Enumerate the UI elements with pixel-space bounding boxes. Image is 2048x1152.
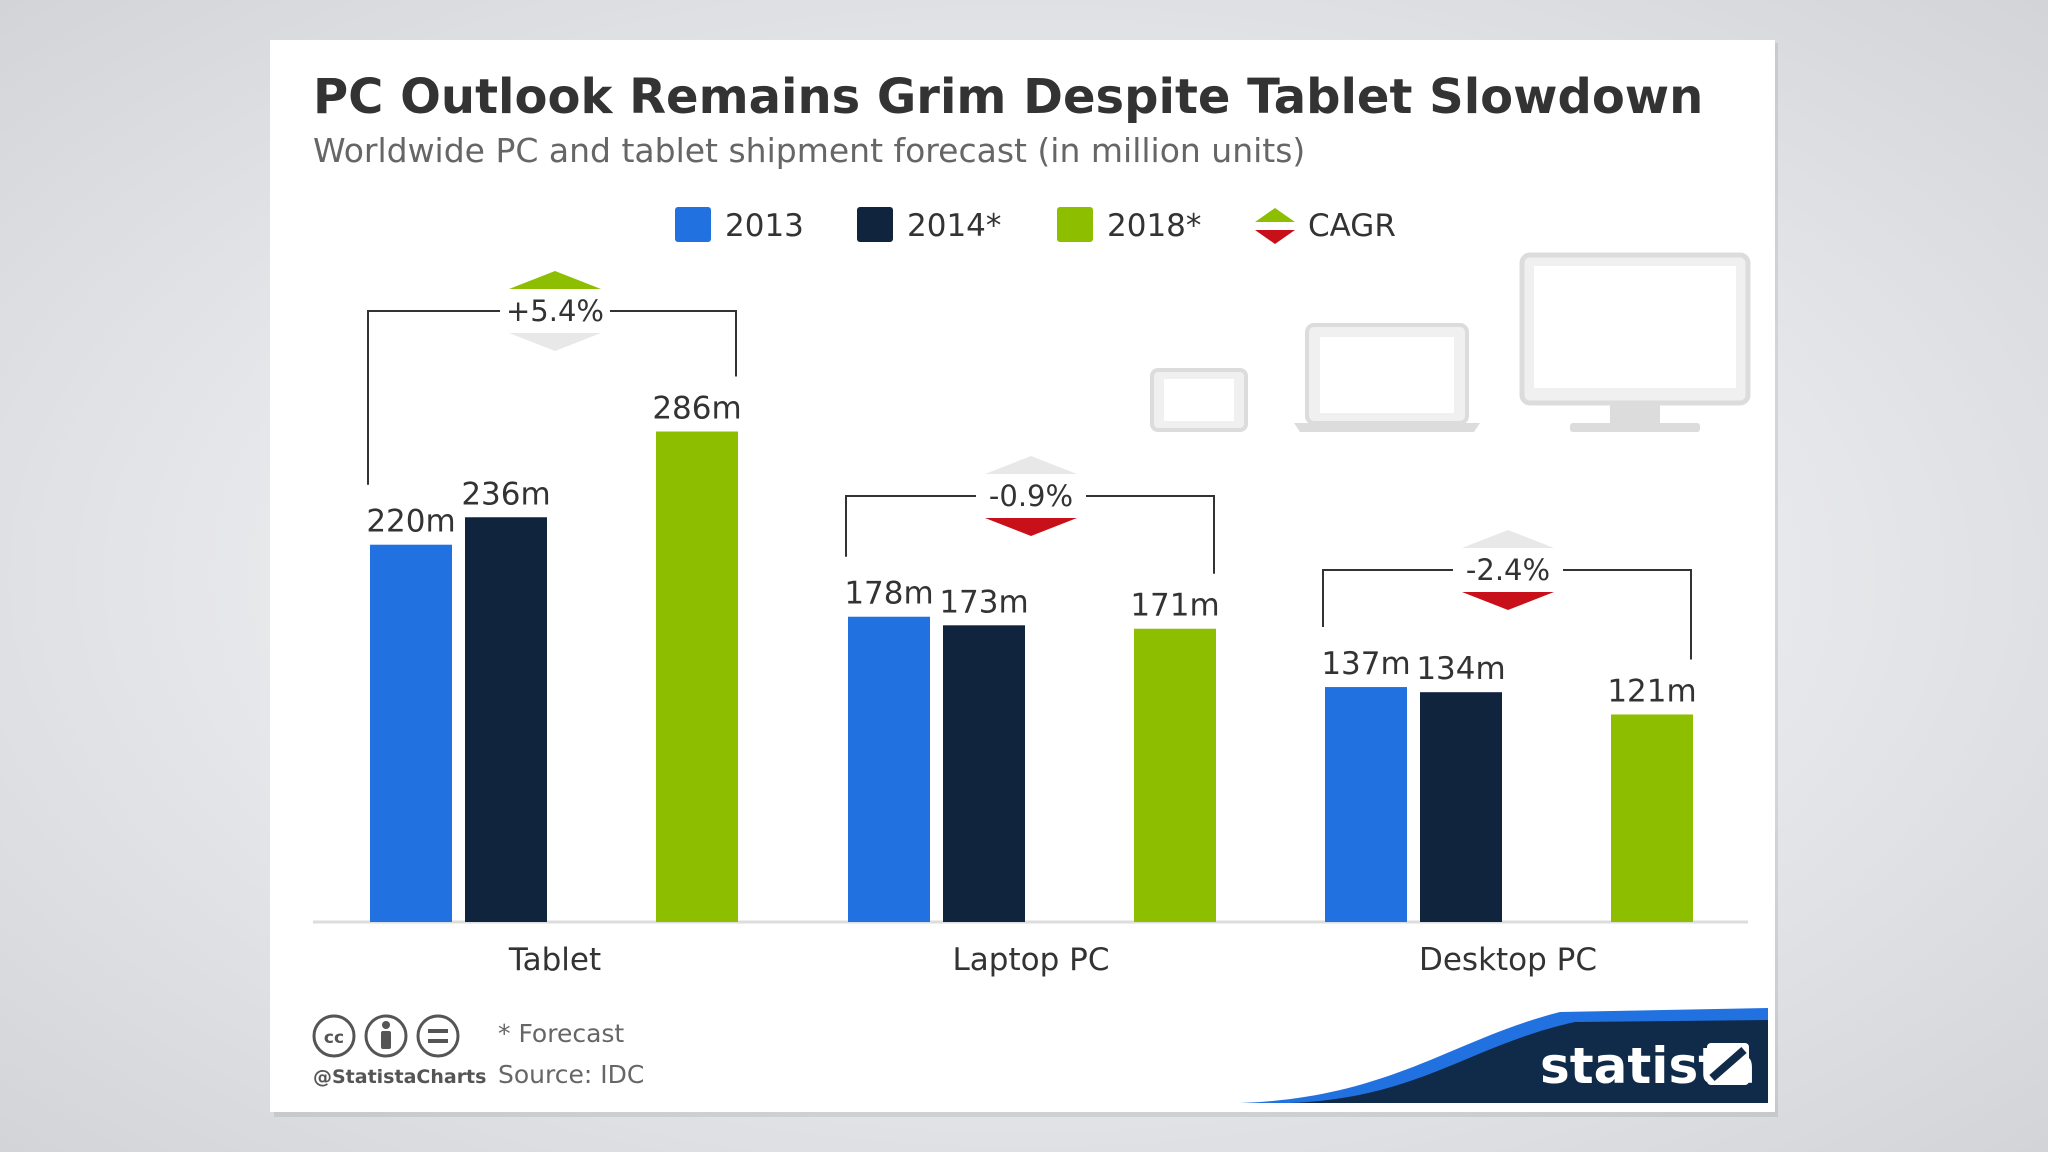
value-label: 137m <box>1321 646 1410 682</box>
cagr-tablet-label: +5.4% <box>506 294 604 328</box>
category-label: Desktop PC <box>1419 942 1597 978</box>
legend-label-2014: 2014* <box>907 208 1001 244</box>
legend-swatch-2018 <box>1057 207 1093 242</box>
no-derivatives-icon <box>416 1014 460 1058</box>
value-label: 173m <box>939 584 1028 620</box>
cc-icon: cc <box>312 1014 356 1058</box>
bar-laptop-pc-2013 <box>848 616 930 922</box>
cagr-desktop-pc-up-arrow <box>1462 530 1554 548</box>
value-label: 178m <box>844 576 933 612</box>
cagr-desktop-pc-label: -2.4% <box>1466 553 1550 587</box>
cagr-laptop-pc-down-arrow <box>985 518 1077 536</box>
cagr-laptop-pc-bracket <box>845 495 1215 574</box>
legend-cagr-icon <box>1255 208 1295 244</box>
laptop-icon <box>1294 323 1480 432</box>
desktop-monitor-icon <box>1519 252 1751 432</box>
legend-label-2013: 2013 <box>725 208 804 244</box>
legend: 2013 2014* 2018* CAGR <box>675 207 1396 244</box>
value-label: 286m <box>652 391 741 427</box>
bar-laptop-pc-2014 <box>943 625 1025 922</box>
svg-text:cc: cc <box>324 1028 344 1048</box>
statista-brand-banner: statista <box>1240 1008 1768 1103</box>
bar-laptop-pc-2018 <box>1134 628 1216 922</box>
legend-label-cagr: CAGR <box>1308 208 1396 244</box>
cagr-tablet-down-arrow <box>509 333 601 351</box>
value-label: 236m <box>461 476 550 512</box>
cagr-laptop-pc-label: -0.9% <box>989 479 1073 513</box>
legend-label-2018: 2018* <box>1107 208 1201 244</box>
bar-tablet-2013 <box>370 544 452 922</box>
bar-desktop-pc-2014 <box>1420 692 1502 922</box>
source-note: Source: IDC <box>498 1060 644 1089</box>
value-label: 171m <box>1130 588 1219 624</box>
license-icons: cc <box>312 1014 460 1058</box>
cagr-desktop-pc-down-arrow <box>1462 592 1554 610</box>
category-label: Laptop PC <box>953 942 1110 978</box>
cagr-tablet-bracket <box>367 310 737 485</box>
tablet-icon <box>1150 368 1248 432</box>
bar-desktop-pc-2013 <box>1325 687 1407 922</box>
cagr-laptop-pc-up-arrow <box>985 456 1077 474</box>
twitter-handle: @StatistaCharts <box>313 1066 486 1088</box>
cagr-tablet-up-arrow <box>509 271 601 289</box>
legend-swatch-2013 <box>675 207 711 242</box>
attribution-icon <box>364 1014 408 1058</box>
forecast-note: * Forecast <box>498 1019 624 1048</box>
bar-tablet-2014 <box>465 517 547 922</box>
cagr-desktop-pc-bracket <box>1322 569 1692 660</box>
value-label: 121m <box>1607 673 1696 709</box>
chart-subtitle: Worldwide PC and tablet shipment forecas… <box>313 131 1305 170</box>
statista-logo-icon <box>1707 1043 1749 1085</box>
value-label: 220m <box>366 504 455 540</box>
category-label: Tablet <box>508 942 601 978</box>
chart-title: PC Outlook Remains Grim Despite Tablet S… <box>313 69 1703 125</box>
legend-swatch-2014 <box>857 207 893 242</box>
value-label: 134m <box>1416 651 1505 687</box>
bar-desktop-pc-2018 <box>1611 714 1693 922</box>
bar-tablet-2018 <box>656 431 738 922</box>
